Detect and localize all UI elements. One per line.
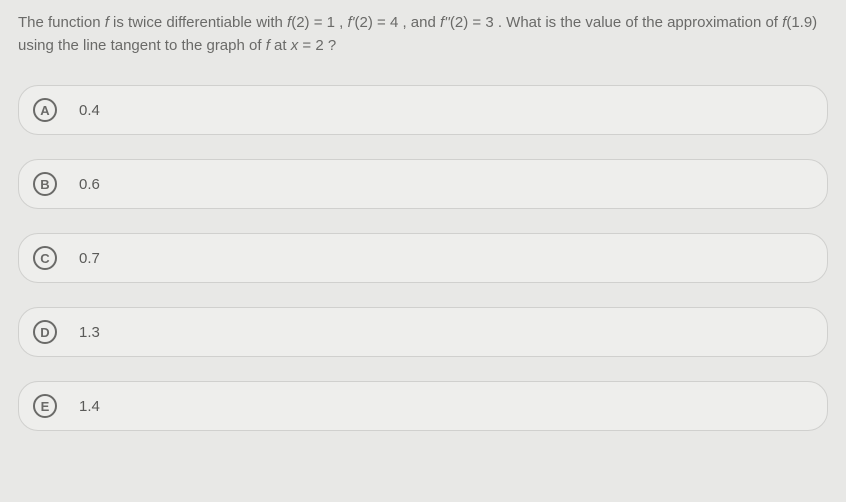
option-text: 0.7: [79, 250, 100, 267]
options-container: A 0.4 B 0.6 C 0.7 D 1.3 E 1.4: [18, 85, 828, 431]
option-text: 0.6: [79, 176, 100, 193]
option-e[interactable]: E 1.4: [18, 381, 828, 431]
option-letter-circle: B: [33, 172, 57, 196]
option-letter-circle: D: [33, 320, 57, 344]
option-text: 1.4: [79, 398, 100, 415]
option-letter-circle: A: [33, 98, 57, 122]
option-c[interactable]: C 0.7: [18, 233, 828, 283]
option-letter-circle: E: [33, 394, 57, 418]
option-letter-circle: C: [33, 246, 57, 270]
option-b[interactable]: B 0.6: [18, 159, 828, 209]
question-text: The function f is twice differentiable w…: [18, 12, 828, 57]
option-text: 1.3: [79, 324, 100, 341]
option-d[interactable]: D 1.3: [18, 307, 828, 357]
option-a[interactable]: A 0.4: [18, 85, 828, 135]
option-text: 0.4: [79, 102, 100, 119]
